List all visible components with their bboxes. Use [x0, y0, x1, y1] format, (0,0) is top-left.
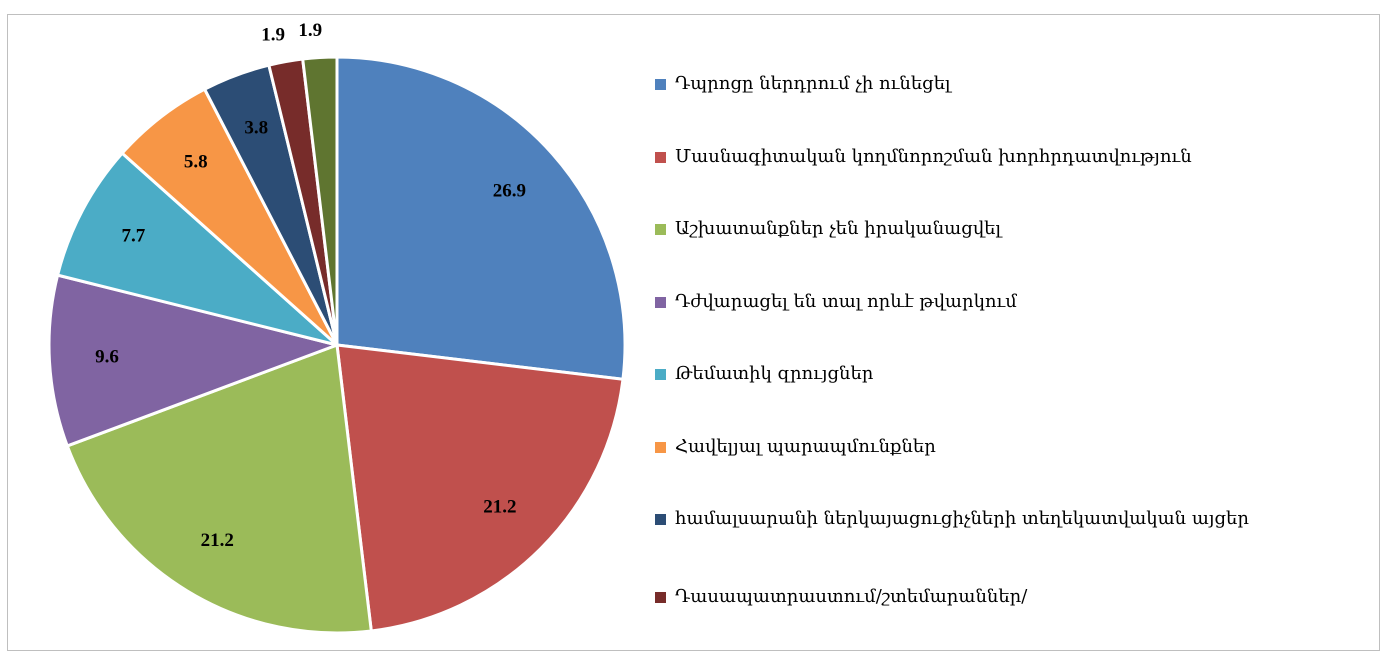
- legend-label: համալսարանի ներկայացուցիչների տեղեկատվակ…: [675, 508, 1249, 529]
- legend-label: Դպրոցը ներդրում չի ունեցել: [675, 73, 951, 94]
- legend-swatch: [655, 592, 666, 603]
- legend-item: Մասնագիտական կողմնորոշման խորհրդատվությո…: [655, 141, 1386, 173]
- data-label: 9.6: [95, 346, 119, 367]
- data-label: 3.8: [244, 118, 268, 139]
- data-label: 7.7: [122, 226, 146, 247]
- pie-slice: [55, 151, 338, 347]
- legend-swatch: [655, 369, 666, 380]
- data-label: 5.8: [184, 151, 208, 172]
- pie-slice: [335, 55, 627, 381]
- data-label: 1.9: [261, 24, 285, 45]
- pie-slice: [65, 342, 373, 635]
- legend-item: Դպրոցը ներդրում չի ունեցել: [655, 68, 1386, 100]
- chart-frame: [7, 14, 1380, 651]
- legend-label: Մասնագիտական կողմնորոշման խորհրդատվությո…: [675, 145, 1192, 167]
- legend-item: համալսարանի ներկայացուցիչների տեղեկատվակ…: [655, 503, 1386, 535]
- legend-label: Թեմատիկ զրույցներ: [675, 363, 874, 384]
- legend-swatch: [655, 296, 666, 308]
- pie-slice: [301, 55, 339, 346]
- data-label: 21.2: [201, 530, 234, 551]
- pie-slice: [47, 273, 343, 448]
- legend-swatch: [655, 441, 666, 453]
- legend-swatch: [655, 224, 666, 235]
- data-label: 21.2: [483, 496, 516, 517]
- legend-item: Աշխատանքներ չեն իրականացվել: [655, 213, 1386, 245]
- legend-item: Դժվարացել են տալ որևէ թվարկում: [655, 286, 1386, 318]
- legend-label: Աշխատանքներ չեն իրականացվել: [675, 218, 1001, 239]
- pie-slice: [335, 343, 625, 633]
- legend-label: Հավելյալ պարապմունքներ: [675, 435, 936, 457]
- data-label: 26.9: [493, 180, 526, 201]
- legend-item: Հավելյալ պարապմունքներ: [655, 431, 1386, 463]
- legend-swatch: [655, 514, 666, 525]
- legend-label: Դժվարացել են տալ որևէ թվարկում: [675, 290, 1017, 312]
- legend-item: Դասապատրաստում/շտեմարաններ/: [655, 581, 1386, 613]
- legend-swatch: [655, 79, 666, 90]
- legend-swatch: [655, 151, 666, 163]
- legend-item: Թեմատիկ զրույցներ: [655, 358, 1386, 390]
- data-label: 1.9: [298, 20, 322, 41]
- legend-label: Դասապատրաստում/շտեմարաններ/: [675, 586, 1028, 607]
